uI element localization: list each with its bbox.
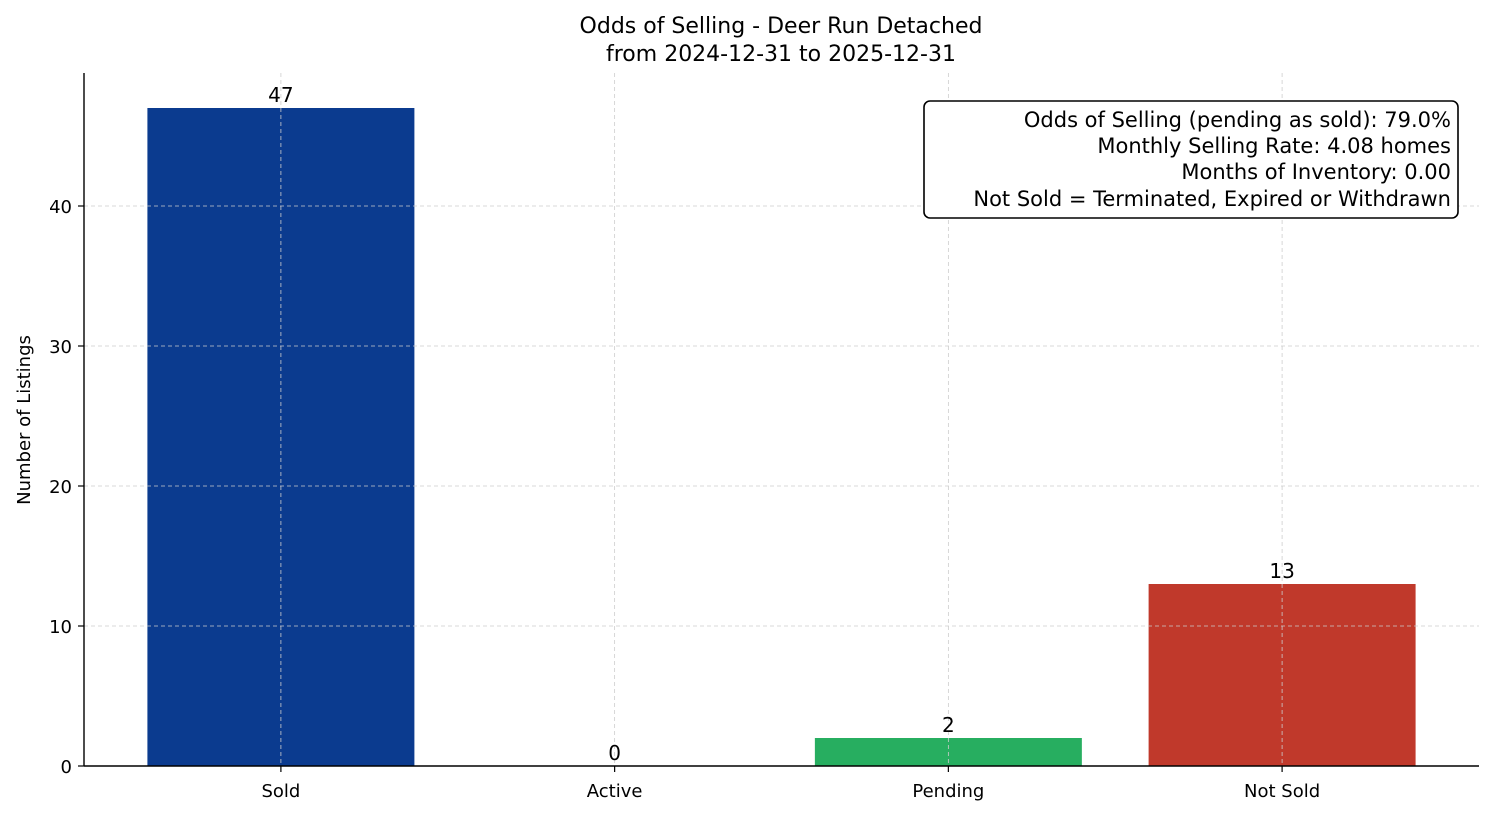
x-tick-label: Not Sold <box>1244 781 1320 802</box>
x-tick-label: Pending <box>912 781 984 802</box>
y-tick-label: 40 <box>49 197 72 218</box>
chart-title: Odds of Selling - Deer Run Detached <box>580 14 983 39</box>
annotation-box-frame <box>923 100 1459 219</box>
data-label: 0 <box>608 741 621 765</box>
chart-subtitle: from 2024-12-31 to 2025-12-31 <box>606 42 956 67</box>
x-tick-label: Sold <box>261 781 300 802</box>
y-tick-label: 0 <box>61 757 72 778</box>
annotation-line: Odds of Selling (pending as sold): 79.0% <box>1024 108 1451 132</box>
data-label: 13 <box>1269 559 1294 583</box>
annotation-line: Months of Inventory: 0.00 <box>1181 160 1451 184</box>
annotation-line: Monthly Selling Rate: 4.08 homes <box>1097 134 1451 158</box>
data-label: 2 <box>942 713 955 737</box>
y-axis-label: Number of Listings <box>14 335 35 505</box>
x-tick-label: Active <box>587 781 643 802</box>
annotation-line: Not Sold = Terminated, Expired or Withdr… <box>973 187 1451 211</box>
data-label: 47 <box>268 83 293 107</box>
y-tick-label: 20 <box>49 477 72 498</box>
annotation-box: Odds of Selling (pending as sold): 79.0%… <box>923 100 1459 219</box>
y-tick-label: 10 <box>49 617 72 638</box>
y-tick-label: 30 <box>49 337 72 358</box>
